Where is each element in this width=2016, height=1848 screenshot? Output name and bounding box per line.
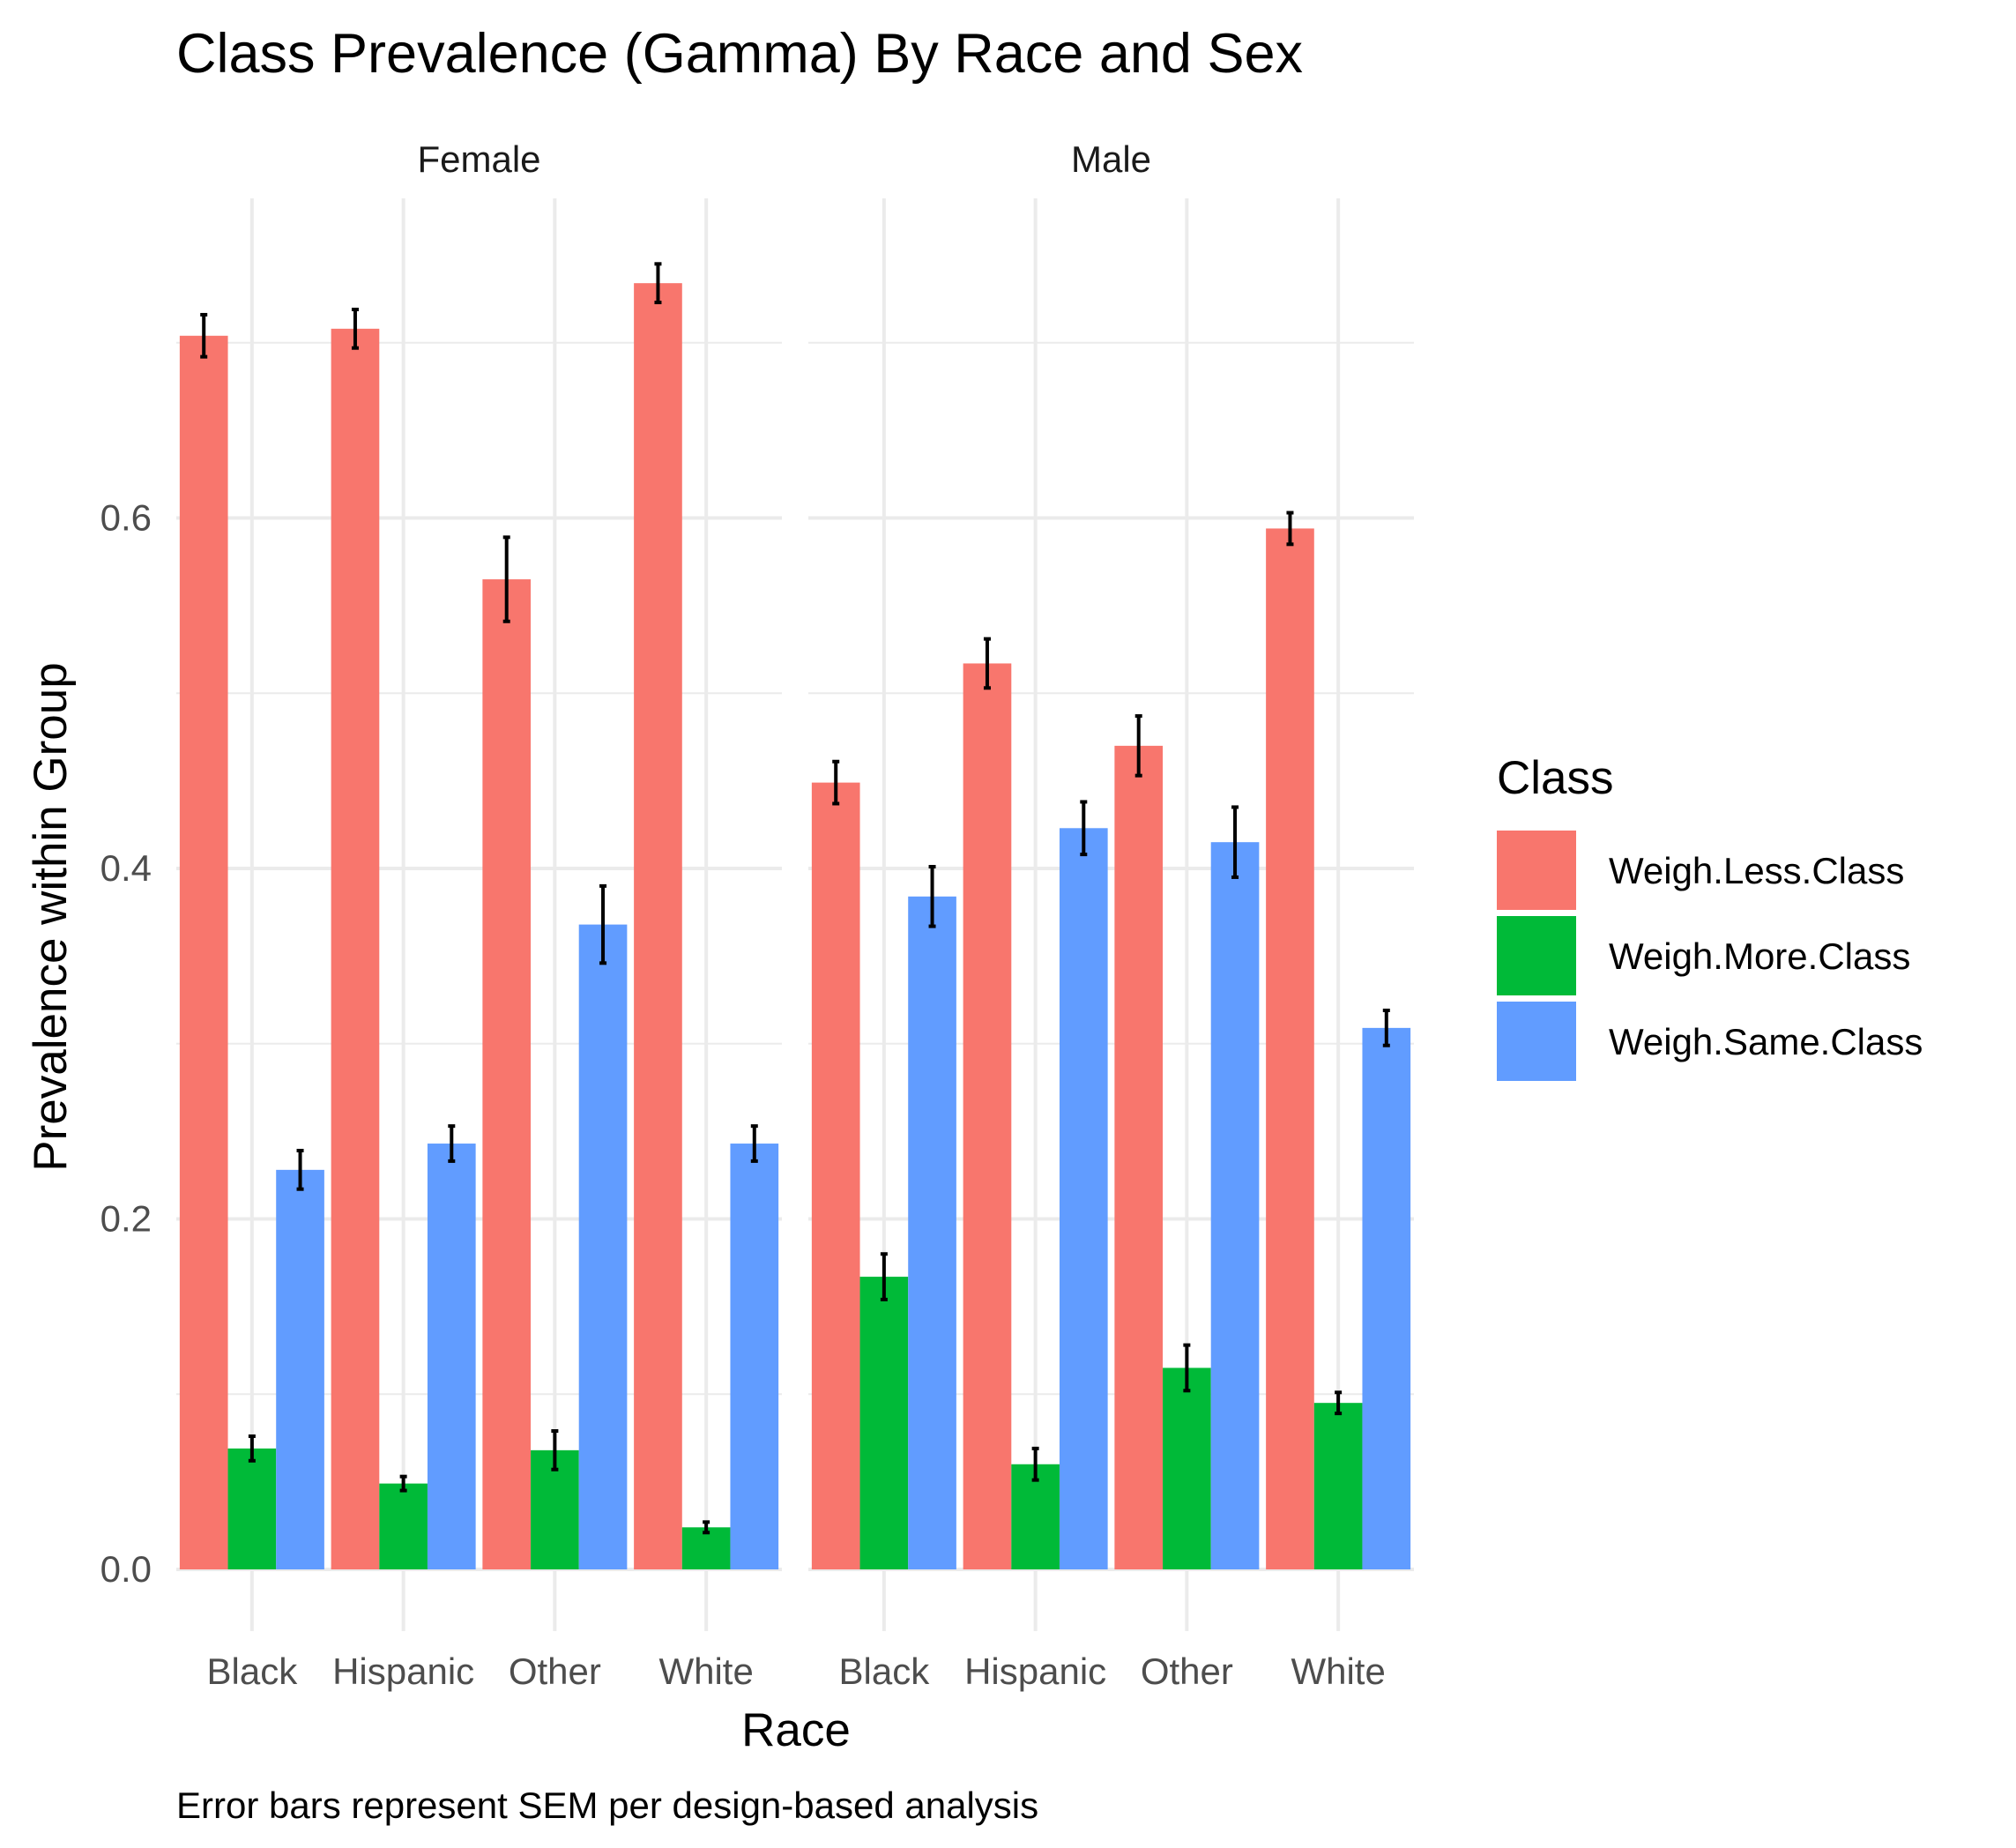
x-tick-label: White (658, 1651, 753, 1692)
bar (427, 1144, 476, 1569)
bar (379, 1483, 428, 1569)
bar (811, 782, 860, 1569)
bar (1059, 828, 1108, 1569)
caption: Error bars represent SEM per design-base… (176, 1785, 1038, 1826)
bar (1114, 745, 1164, 1569)
bar (227, 1448, 277, 1569)
bar (963, 663, 1012, 1569)
text-layer: Class Prevalence (Gamma) By Race and Sex… (25, 23, 1386, 1826)
bar (578, 924, 628, 1569)
bar (331, 328, 380, 1570)
error-bars-layer (200, 262, 1390, 1535)
y-axis-label: Prevalence within Group (25, 662, 77, 1171)
x-tick-label: Black (839, 1651, 931, 1692)
x-tick-label: Hispanic (332, 1651, 474, 1692)
legend-swatch (1497, 1002, 1576, 1081)
y-tick-label: 0.2 (100, 1198, 152, 1240)
bar (1313, 1403, 1363, 1569)
bar (1266, 528, 1314, 1569)
bar (859, 1277, 909, 1569)
x-axis-label: Race (741, 1704, 851, 1756)
y-tick-label: 0.0 (100, 1548, 152, 1590)
x-tick-label: Hispanic (964, 1651, 1106, 1692)
legend-swatch (1497, 831, 1576, 910)
legend-label: Weigh.More.Class (1609, 935, 1910, 977)
bar (1163, 1367, 1211, 1569)
bar (634, 283, 682, 1569)
bar (179, 335, 228, 1569)
bars-layer (179, 283, 1411, 1570)
bar (730, 1144, 779, 1569)
bar (908, 896, 956, 1569)
facet-label: Female (417, 138, 540, 180)
legend-title: Class (1497, 752, 1614, 804)
legend-label: Weigh.Same.Class (1609, 1021, 1923, 1062)
x-tick-label: Other (1141, 1651, 1233, 1692)
chart-title: Class Prevalence (Gamma) By Race and Sex (176, 23, 1303, 85)
bar (482, 579, 532, 1569)
x-tick-label: White (1291, 1651, 1385, 1692)
bar (1362, 1027, 1411, 1569)
x-tick-label: Other (509, 1651, 601, 1692)
bar (1210, 842, 1260, 1569)
legend-label: Weigh.Less.Class (1609, 850, 1904, 891)
bar (276, 1169, 324, 1569)
legend: Class Weigh.Less.Class Weigh.More.Class We… (1497, 752, 1923, 1081)
legend-swatch (1497, 916, 1576, 995)
y-tick-label: 0.6 (100, 497, 152, 539)
y-tick-label: 0.4 (100, 847, 152, 889)
facet-label: Male (1071, 138, 1151, 180)
x-tick-label: Black (207, 1651, 299, 1692)
